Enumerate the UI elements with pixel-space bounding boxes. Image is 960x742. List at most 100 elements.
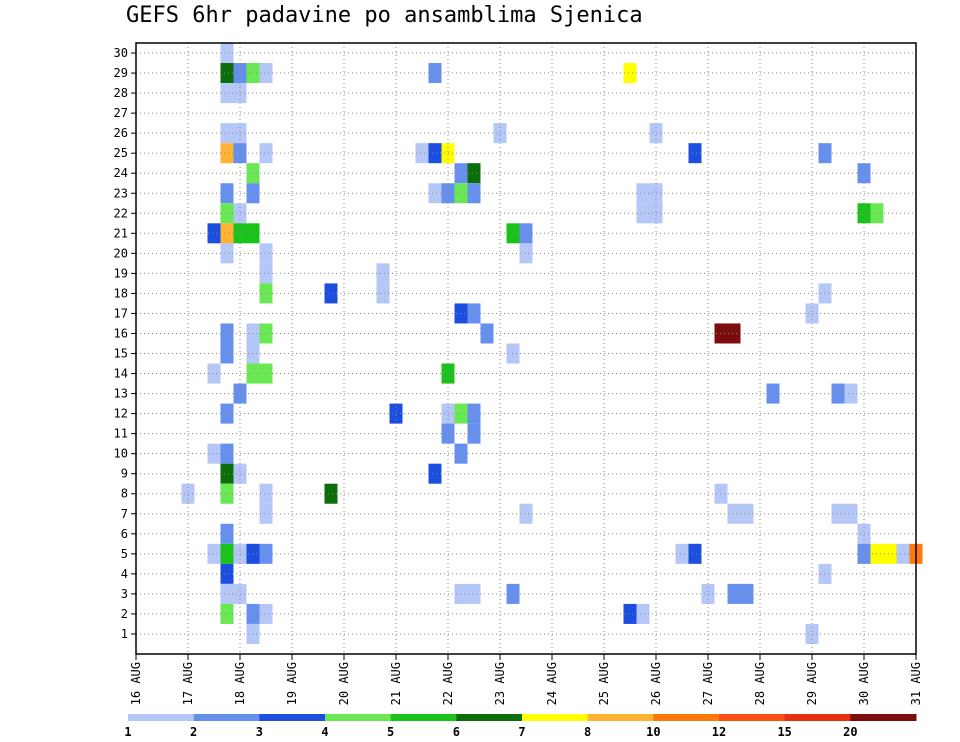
heatmap-cell — [259, 143, 273, 164]
heatmap-cell — [467, 303, 481, 324]
heatmap-cell — [636, 203, 650, 224]
y-tick-label: 7 — [121, 507, 128, 521]
colorbar-label: 6 — [453, 725, 460, 739]
heatmap-cell — [727, 323, 741, 344]
x-tick-label: 21 AUG — [389, 662, 403, 705]
colorbar-label: 4 — [321, 725, 328, 739]
heatmap-cell — [636, 603, 650, 624]
y-tick-label: 12 — [114, 407, 128, 421]
colorbar-label: 12 — [712, 725, 726, 739]
x-tick-label: 16 AUG — [129, 662, 143, 705]
heatmap-cell — [259, 243, 273, 264]
y-tick-label: 23 — [114, 186, 128, 200]
heatmap-cell — [259, 603, 273, 624]
y-tick-label: 25 — [114, 146, 128, 160]
heatmap-cell — [428, 463, 442, 484]
heatmap-cell — [259, 543, 273, 564]
heatmap-cell — [376, 283, 390, 304]
heatmap-cell — [220, 203, 234, 224]
heatmap-cell — [220, 483, 234, 504]
colorbar-swatch — [259, 714, 326, 721]
y-tick-label: 6 — [121, 527, 128, 541]
heatmap-cell — [428, 183, 442, 204]
heatmap-cell — [259, 263, 273, 284]
heatmap-cell — [207, 363, 221, 384]
heatmap-cell — [519, 243, 533, 264]
y-tick-label: 28 — [114, 86, 128, 100]
colorbar-swatch — [390, 714, 457, 721]
heatmap-cell — [220, 43, 234, 64]
y-tick-label: 11 — [114, 427, 128, 441]
colorbar-label: 8 — [584, 725, 591, 739]
colorbar-label: 1 — [124, 725, 131, 739]
heatmap-cell — [220, 523, 234, 544]
colorbar-swatch — [719, 714, 786, 721]
heatmap-cell — [740, 583, 754, 604]
y-tick-label: 17 — [114, 306, 128, 320]
x-tick-label: 28 AUG — [753, 662, 767, 705]
heatmap-cell — [467, 183, 481, 204]
y-tick-label: 4 — [121, 567, 128, 581]
heatmap-cell — [844, 383, 858, 404]
heatmap-cell — [727, 503, 741, 524]
x-tick-label: 20 AUG — [337, 662, 351, 705]
heatmap-cell — [467, 403, 481, 424]
x-tick-label: 29 AUG — [805, 662, 819, 705]
heatmap-cell — [220, 563, 234, 584]
heatmap-cell — [467, 163, 481, 184]
x-tick-label: 30 AUG — [857, 662, 871, 705]
heatmap-cell — [259, 363, 273, 384]
colorbar-swatch — [193, 714, 260, 721]
heatmap-cell — [324, 283, 338, 304]
y-tick-label: 20 — [114, 246, 128, 260]
heatmap-cell — [831, 503, 845, 524]
heatmap-cell — [207, 543, 221, 564]
y-tick-label: 9 — [121, 467, 128, 481]
y-tick-label: 26 — [114, 126, 128, 140]
heatmap-cell — [896, 543, 910, 564]
heatmap-cell — [207, 223, 221, 244]
colorbar-swatch — [456, 714, 523, 721]
y-tick-label: 30 — [114, 46, 128, 60]
y-tick-label: 13 — [114, 387, 128, 401]
y-tick-label: 14 — [114, 367, 128, 381]
y-tick-label: 15 — [114, 347, 128, 361]
heatmap-cell — [259, 483, 273, 504]
chart-title: GEFS 6hr padavine po ansamblima Sjenica — [126, 3, 643, 28]
heatmap-cell — [467, 423, 481, 444]
heatmap-cell — [220, 83, 234, 104]
heatmap-cell — [519, 503, 533, 524]
x-axis: 16 AUG 17 AUG 18 AUG 19 AUG 20 AUG 21 AUG 22 A… — [129, 654, 923, 705]
colorbar-label: 7 — [518, 725, 525, 739]
y-tick-label: 1 — [121, 627, 128, 641]
heatmap-cell — [220, 543, 234, 564]
colorbar-swatch — [128, 714, 195, 721]
x-tick-label: 27 AUG — [701, 662, 715, 705]
heatmap-cell — [259, 283, 273, 304]
colorbar-swatch — [587, 714, 654, 721]
heatmap-cell — [220, 463, 234, 484]
y-tick-label: 24 — [114, 166, 128, 180]
plot-frame — [135, 42, 917, 655]
colorbar-label: 15 — [777, 725, 791, 739]
heatmap-cell — [207, 443, 221, 464]
x-tick-label: 22 AUG — [441, 662, 455, 705]
heatmap-cell — [623, 603, 637, 624]
heatmap-cell — [324, 483, 338, 504]
colorbar-swatch — [850, 714, 917, 721]
colorbar-swatch — [784, 714, 851, 721]
heatmap-cell — [727, 583, 741, 604]
colorbar-swatch — [653, 714, 720, 721]
heatmap-cell — [428, 63, 442, 84]
heatmap-cell — [220, 343, 234, 364]
heatmap-cell — [259, 63, 273, 84]
heatmap-cell — [883, 543, 897, 564]
x-tick-label: 24 AUG — [545, 662, 559, 705]
heatmap-cell — [675, 543, 689, 564]
heatmap-cell — [519, 223, 533, 244]
colorbar-label: 20 — [843, 725, 857, 739]
y-tick-label: 10 — [114, 447, 128, 461]
y-tick-label: 5 — [121, 547, 128, 561]
colorbar-label: 5 — [387, 725, 394, 739]
x-tick-label: 17 AUG — [181, 662, 195, 705]
